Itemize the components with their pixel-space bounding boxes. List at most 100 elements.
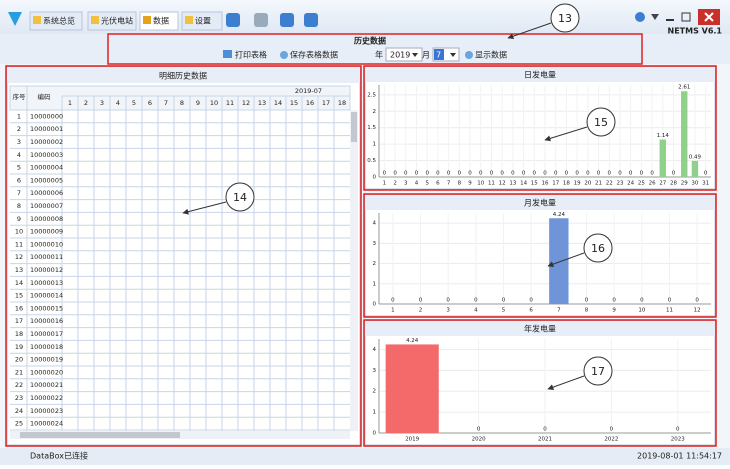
row-code: 10000005 <box>30 176 63 184</box>
row-number: 3 <box>17 138 21 146</box>
x-tick-label: 11 <box>666 308 673 314</box>
x-tick-label: 31 <box>702 181 709 187</box>
day-header: 17 <box>322 99 330 107</box>
y-tick-label: 1 <box>373 142 377 148</box>
data-label: 0 <box>612 298 616 304</box>
highlight-box <box>363 193 717 318</box>
annotation-number: 16 <box>591 242 605 255</box>
menu-button[interactable] <box>651 14 659 20</box>
annotation-circle <box>225 182 255 212</box>
annotation-arrow <box>547 375 585 390</box>
logo <box>8 12 22 26</box>
tab-label: 系统总览 <box>43 16 75 26</box>
day-header: 11 <box>226 99 234 107</box>
y-tick-label: 1.5 <box>367 125 376 131</box>
icon-button[interactable] <box>635 12 645 22</box>
x-tick-label: 22 <box>606 181 613 187</box>
header-cell: 序号 <box>13 92 27 101</box>
row-code: 10000012 <box>30 266 63 274</box>
data-label: 4.24 <box>406 338 419 344</box>
x-tick-label: 7 <box>557 308 561 314</box>
row-code: 10000024 <box>30 420 63 428</box>
show-icon <box>465 51 473 59</box>
data-label: 0 <box>565 171 569 177</box>
data-label: 0 <box>474 298 478 304</box>
icon-button[interactable] <box>304 13 318 27</box>
data-label: 2.61 <box>678 85 690 91</box>
chart-header <box>365 321 715 336</box>
row-number: 25 <box>15 420 23 428</box>
x-tick-label: 6 <box>436 181 440 187</box>
v-scrollbar <box>350 110 358 431</box>
bar <box>549 218 569 304</box>
month-selected <box>434 49 444 60</box>
row-number: 8 <box>17 202 21 210</box>
app-title: NETMS V6.1 <box>668 27 723 36</box>
row-number: 11 <box>15 240 23 248</box>
bar <box>681 91 688 177</box>
row-code: 10000000 <box>30 112 63 120</box>
data-label: 0 <box>393 171 397 177</box>
row-number: 13 <box>15 266 23 274</box>
row-number: 14 <box>15 279 23 287</box>
print-button[interactable]: 打印表格 <box>235 50 267 60</box>
data-label: 0 <box>419 298 423 304</box>
tab[interactable] <box>29 11 83 31</box>
annotation-number: 15 <box>594 116 608 129</box>
data-label: 0 <box>554 171 558 177</box>
data-label: 0 <box>533 171 537 177</box>
row-code: 10000013 <box>30 279 63 287</box>
x-tick-label: 1 <box>383 181 387 187</box>
data-label: 0 <box>618 171 622 177</box>
row-code: 10000008 <box>30 215 63 223</box>
y-tick-label: 1 <box>373 410 377 416</box>
x-tick-label: 26 <box>649 181 656 187</box>
h-thumb[interactable] <box>20 432 180 438</box>
row-number: 7 <box>17 189 21 197</box>
maximize-button[interactable] <box>681 12 691 22</box>
row-number: 22 <box>15 381 23 389</box>
year-select[interactable] <box>385 47 423 62</box>
x-tick-label: 17 <box>552 181 559 187</box>
x-tick-label: 13 <box>509 181 516 187</box>
annotation-number: 14 <box>233 191 247 204</box>
x-tick-label: 6 <box>529 308 533 314</box>
icon-button[interactable] <box>226 13 240 27</box>
annotation-arrow <box>547 252 585 267</box>
tab[interactable] <box>87 11 137 31</box>
save-button[interactable]: 保存表格数据 <box>290 50 338 60</box>
data-label: 0 <box>500 171 504 177</box>
y-tick-label: 0 <box>373 302 377 308</box>
icon-button[interactable] <box>254 13 268 27</box>
x-tick-label: 16 <box>542 181 549 187</box>
icon-button[interactable] <box>280 13 294 27</box>
tab-label: 设置 <box>195 16 211 26</box>
x-tick-label: 25 <box>638 181 645 187</box>
day-header: 3 <box>100 99 104 107</box>
v-thumb[interactable] <box>351 112 357 142</box>
data-label: 0 <box>597 171 601 177</box>
highlight-boxes <box>5 33 717 447</box>
x-tick-label: 3 <box>404 181 408 187</box>
x-tick-label: 10 <box>638 308 645 314</box>
row-number: 17 <box>15 317 23 325</box>
bar <box>659 139 667 177</box>
panel-header <box>7 67 360 83</box>
y-tick-label: 0 <box>373 431 377 437</box>
show-button[interactable]: 显示数据 <box>475 50 507 60</box>
data-label: 0 <box>650 171 654 177</box>
y-tick-label: 0 <box>373 175 377 181</box>
row-number: 4 <box>17 151 21 159</box>
day-header: 13 <box>258 99 266 107</box>
row-number: 2 <box>17 125 21 133</box>
charts: 日发电量00.511.522.5102030405060708090100110… <box>364 66 716 446</box>
x-tick-label: 11 <box>488 181 495 187</box>
tab-icon <box>143 16 151 24</box>
data-label: 0 <box>383 171 387 177</box>
x-tick-label: 4 <box>415 181 419 187</box>
tab-icon <box>33 16 41 24</box>
x-tick-label: 2020 <box>472 437 486 443</box>
annotation-arrow <box>507 22 552 40</box>
y-tick-label: 0.5 <box>367 158 376 164</box>
